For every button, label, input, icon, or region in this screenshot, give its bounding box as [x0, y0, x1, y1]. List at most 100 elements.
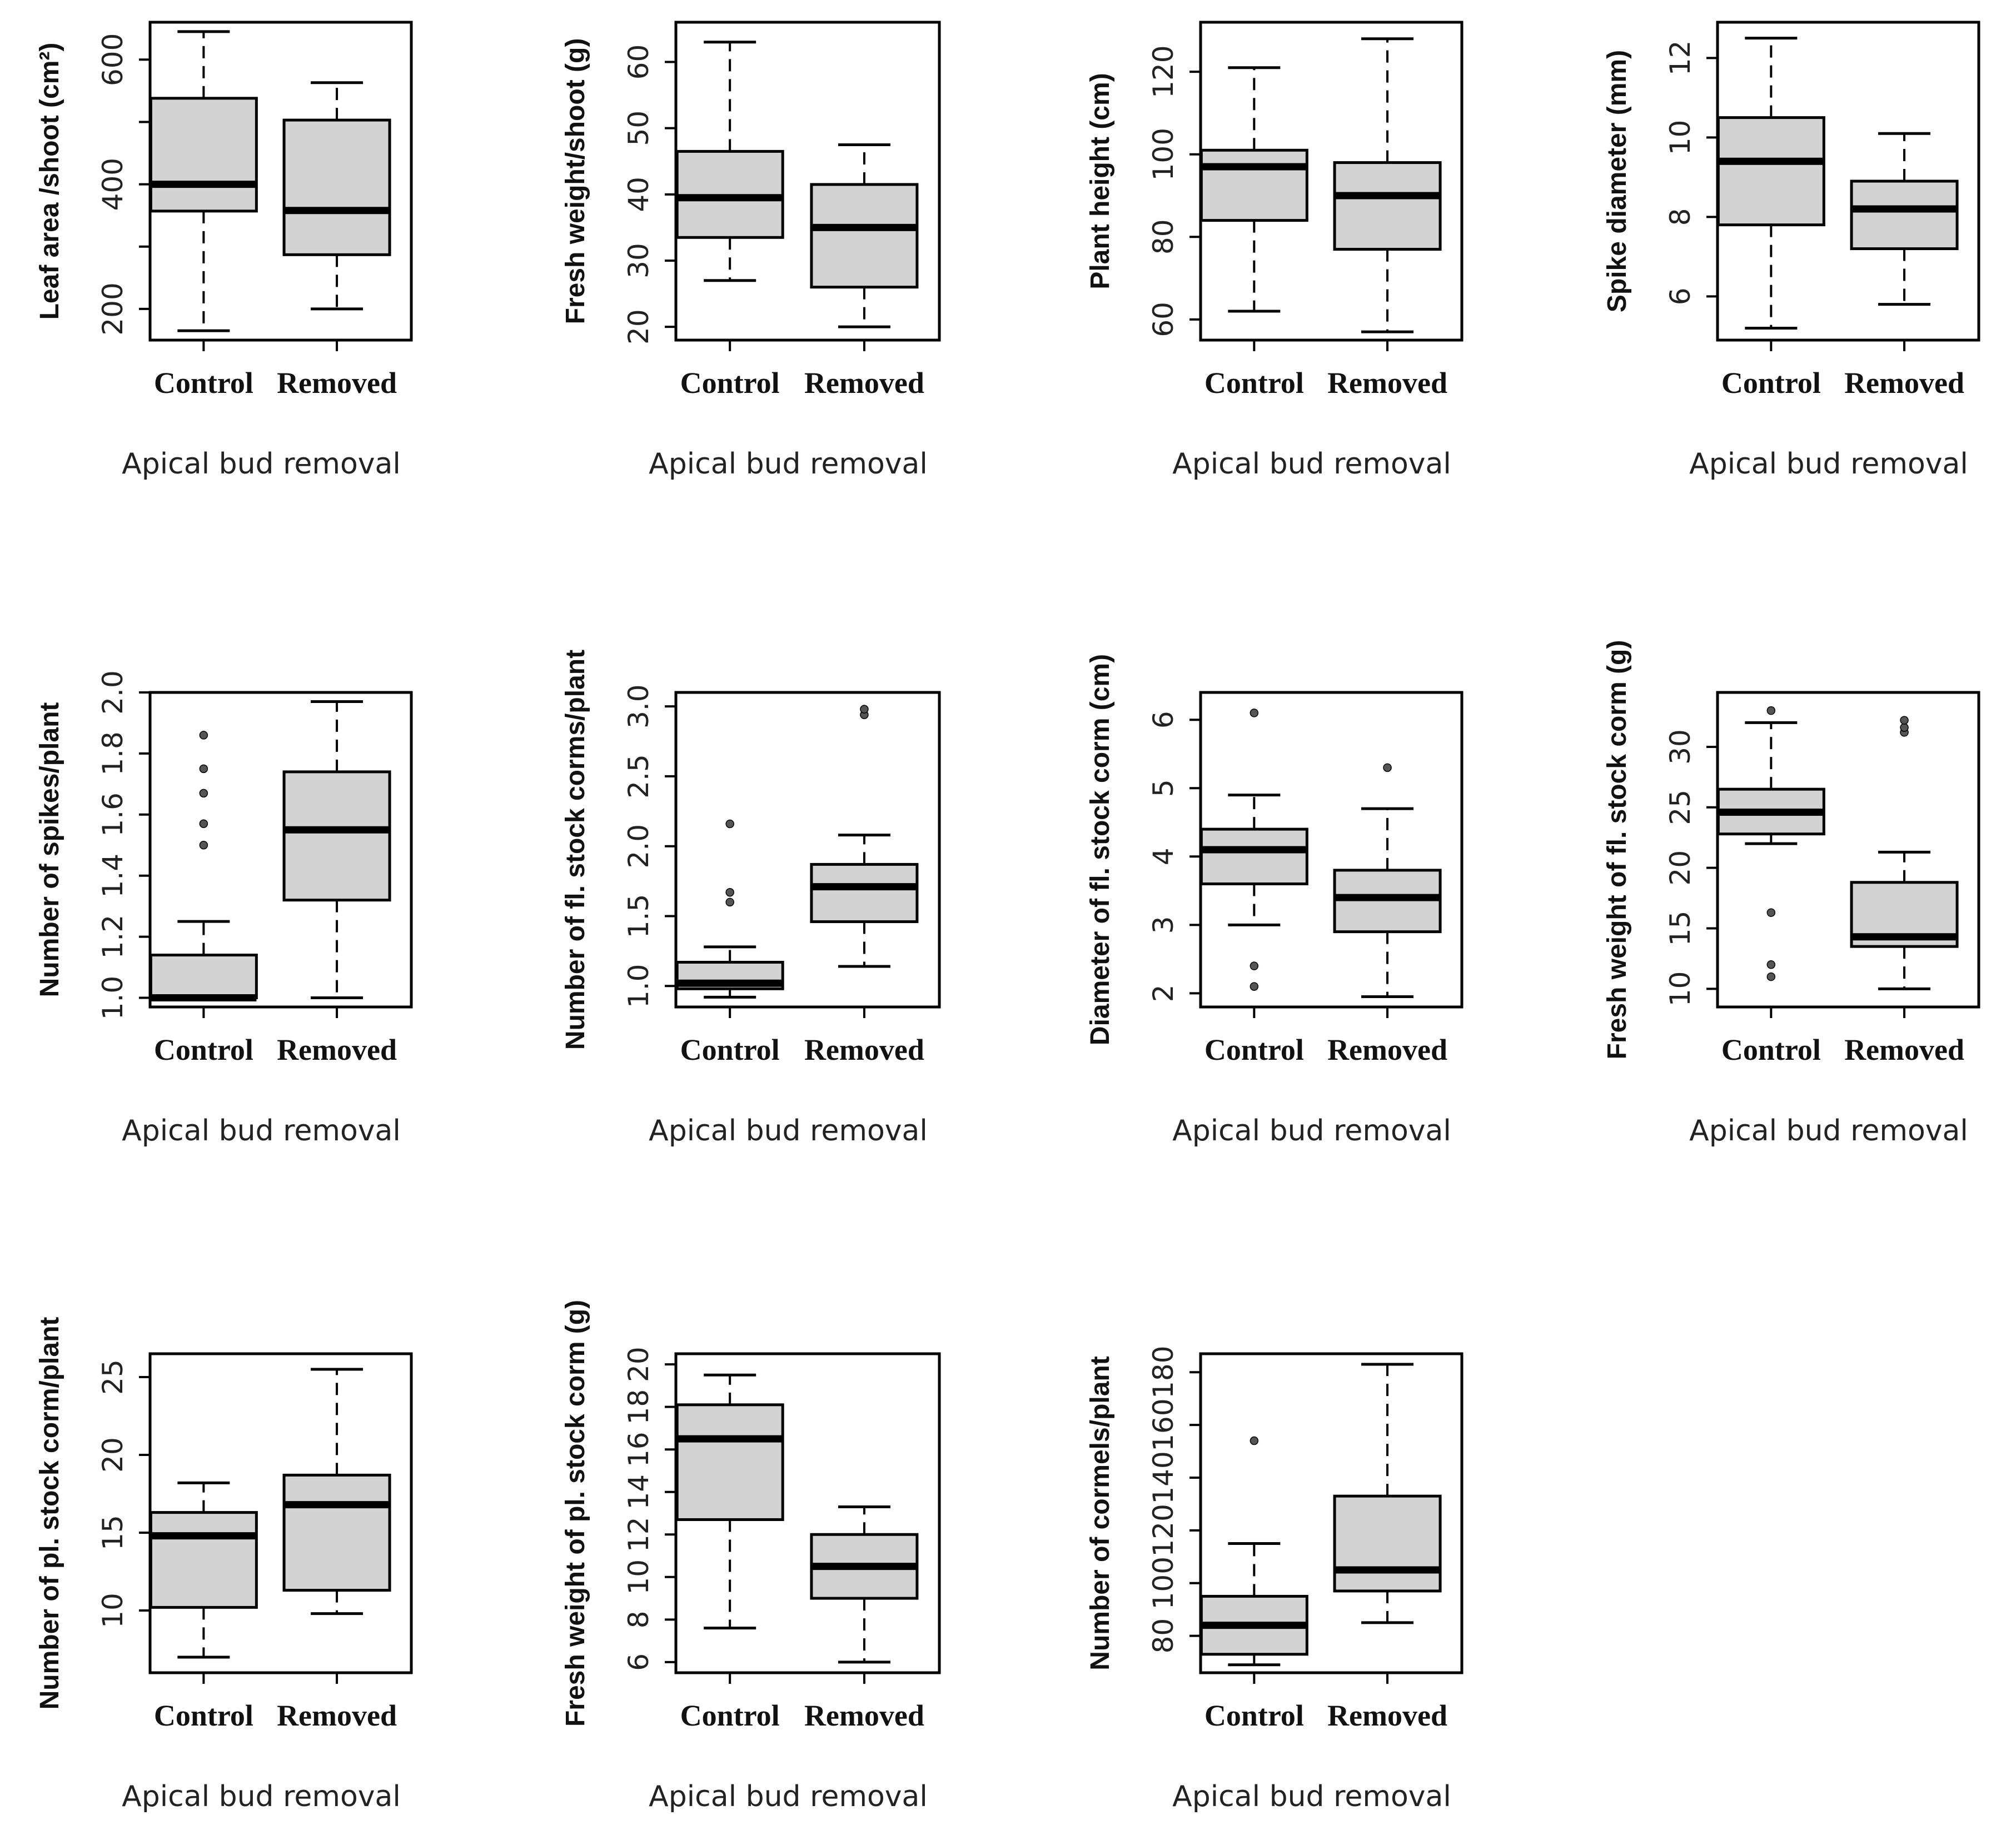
- x-axis-title: Apical bud removal: [122, 1114, 401, 1148]
- y-axis-title: Number of spikes/plant: [35, 702, 64, 998]
- y-tick-label: 10: [1664, 971, 1696, 1007]
- y-tick-label: 20: [97, 1437, 129, 1473]
- boxplot-panel-10: 6 8 10 12 14 16 18 20 Control Removed Apical bud r…: [561, 1300, 941, 1813]
- box-control: [149, 731, 258, 1002]
- box-control: [675, 1373, 784, 1630]
- x-axis-title: Apical bud removal: [1172, 447, 1451, 481]
- x-category-label: Control: [1204, 1033, 1304, 1066]
- x-category-label: Control: [1204, 1699, 1304, 1732]
- y-tick-label: 15: [97, 1515, 129, 1550]
- x-category-label: Removed: [804, 366, 924, 400]
- iqr-box: [1850, 179, 1959, 251]
- outlier-point: [1766, 972, 1776, 981]
- x-category-label: Removed: [1327, 1699, 1447, 1732]
- y-axis-title: Number of cormels/plant: [1086, 1356, 1115, 1670]
- y-tick-label: 6: [623, 1653, 655, 1671]
- box-control: [1716, 706, 1825, 981]
- y-tick-label: 1.0: [623, 964, 655, 1009]
- boxplot-panel-9: 10 15 20 25 Control Removed Apical bud removal…: [35, 1317, 413, 1813]
- y-axis-title: Fresh weight/shoot (g): [561, 38, 590, 325]
- box-control: [1199, 709, 1308, 991]
- x-axis-title: Apical bud removal: [649, 1780, 928, 1813]
- y-tick-label: 20: [623, 309, 655, 345]
- outlier-point: [725, 887, 734, 897]
- y-tick-label: 100: [1147, 128, 1179, 181]
- y-tick-label: 5: [1147, 779, 1179, 797]
- x-axis-title: Apical bud removal: [1689, 1114, 1968, 1148]
- box-control: [1199, 1436, 1308, 1667]
- y-tick-label: 10: [1664, 120, 1696, 156]
- y-tick-label: 2.5: [623, 754, 655, 799]
- plot-frame: [1716, 691, 1980, 1009]
- x-category-label: Removed: [804, 1699, 924, 1732]
- y-tick-label: 1.5: [623, 894, 655, 939]
- y-tick-label: 60: [1147, 302, 1179, 337]
- y-tick-label: 25: [97, 1359, 129, 1395]
- box-removed: [1850, 716, 1959, 990]
- y-tick-label: 1.4: [97, 854, 129, 898]
- outlier-point: [199, 841, 208, 850]
- box-removed: [1333, 1363, 1442, 1624]
- y-tick-label: 15: [1664, 911, 1696, 946]
- y-tick-label: 12: [1664, 41, 1696, 76]
- box-removed: [810, 143, 919, 328]
- outlier-point: [199, 731, 208, 740]
- box-removed: [810, 1505, 919, 1664]
- outlier-point: [199, 764, 208, 774]
- y-tick-label: 100: [1147, 1557, 1179, 1609]
- outlier-point: [1900, 723, 1909, 732]
- y-axis-title: Spike diameter (mm): [1602, 50, 1632, 312]
- y-tick-label: 600: [97, 33, 129, 86]
- y-tick-label: 16: [623, 1432, 655, 1467]
- iqr-box: [282, 118, 391, 256]
- y-tick-label: 1.2: [97, 915, 129, 959]
- x-axis-title: Apical bud removal: [1172, 1114, 1451, 1148]
- y-tick-label: 10: [623, 1559, 655, 1595]
- boxplot-panel-7: 2 3 4 5 6 Control Removed Apical bud removal Dia…: [1086, 654, 1464, 1148]
- boxplot-panel-5: 1.0 1.2 1.4 1.6 1.8 2.0 Control Removed Apical b…: [35, 670, 413, 1148]
- x-axis-title: Apical bud removal: [122, 1780, 401, 1813]
- y-axis-title: Leaf area /shoot (cm²): [35, 43, 64, 320]
- box-removed: [282, 1368, 391, 1615]
- x-category-label: Control: [680, 366, 780, 400]
- x-category-label: Control: [680, 1699, 780, 1732]
- x-category-label: Control: [1721, 1033, 1821, 1066]
- iqr-box: [675, 1403, 784, 1521]
- x-category-label: Removed: [1327, 1033, 1447, 1066]
- y-tick-label: 10: [97, 1593, 129, 1628]
- y-tick-label: 20: [623, 1347, 655, 1382]
- y-axis-title: Plant height (cm): [1086, 73, 1115, 289]
- outlier-point: [199, 819, 208, 829]
- y-tick-label: 8: [1664, 208, 1696, 226]
- outlier-point: [1250, 1436, 1259, 1445]
- outlier-point: [1766, 706, 1776, 715]
- iqr-box: [149, 1511, 258, 1609]
- outlier-point: [725, 819, 734, 829]
- y-tick-label: 80: [1147, 1618, 1179, 1654]
- outlier-point: [1383, 763, 1392, 772]
- outlier-point: [1766, 960, 1776, 969]
- y-tick-label: 18: [623, 1389, 655, 1425]
- iqr-box: [149, 97, 258, 213]
- y-axis-title: Fresh weight of fl. stock corm (g): [1602, 640, 1632, 1060]
- box-removed: [1333, 763, 1442, 999]
- plot-frame: [148, 691, 413, 1009]
- iqr-box: [1716, 116, 1825, 227]
- y-tick-label: 1.6: [97, 792, 129, 837]
- x-category-label: Removed: [1844, 1033, 1964, 1066]
- boxplot-panel-2: 20 30 40 50 60 Control Removed Apical bud remov…: [561, 21, 941, 481]
- y-tick-label: 25: [1664, 790, 1696, 825]
- y-tick-label: 8: [623, 1610, 655, 1628]
- y-tick-label: 180: [1147, 1345, 1179, 1398]
- outlier-point: [1900, 716, 1909, 725]
- iqr-box: [282, 1473, 391, 1592]
- y-tick-label: 40: [623, 177, 655, 212]
- y-tick-label: 6: [1147, 711, 1179, 729]
- y-tick-label: 140: [1147, 1451, 1179, 1504]
- outlier-point: [1250, 709, 1259, 717]
- x-axis-title: Apical bud removal: [1172, 1780, 1451, 1813]
- iqr-box: [810, 183, 919, 289]
- outlier-point: [725, 897, 734, 907]
- y-tick-label: 6: [1664, 287, 1696, 305]
- x-axis-title: Apical bud removal: [649, 1114, 928, 1148]
